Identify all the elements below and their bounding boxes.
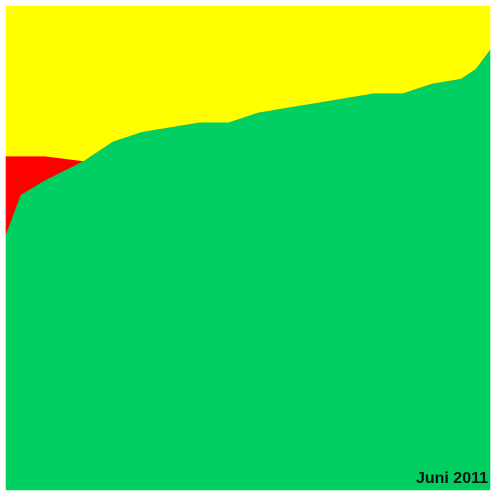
date-annotation: Juni 2011 [415,470,488,487]
area-series-2 [5,5,491,162]
